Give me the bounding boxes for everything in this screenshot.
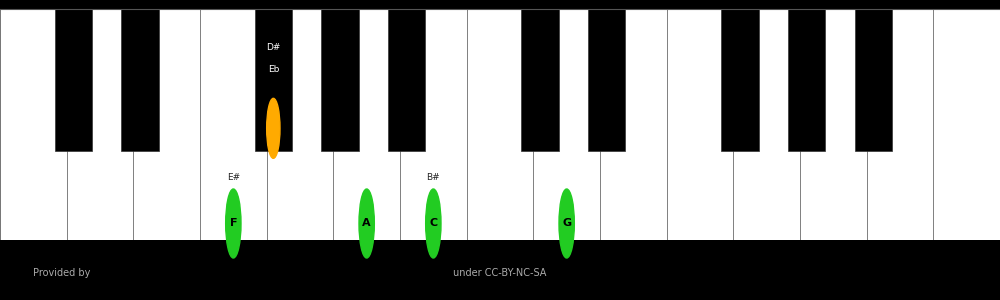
Text: D#: D# xyxy=(266,43,281,52)
Bar xyxy=(255,9,292,151)
Bar xyxy=(0,0,1000,9)
Text: E#: E# xyxy=(227,172,240,182)
Bar xyxy=(400,9,467,240)
Circle shape xyxy=(559,189,574,258)
Text: A: A xyxy=(362,218,371,229)
Text: B#: B# xyxy=(427,172,440,182)
Bar xyxy=(467,9,533,240)
Bar xyxy=(333,9,400,240)
Circle shape xyxy=(267,98,280,158)
Bar xyxy=(533,9,600,240)
Bar xyxy=(521,9,559,151)
Bar xyxy=(867,9,933,240)
Circle shape xyxy=(426,189,441,258)
Circle shape xyxy=(359,189,374,258)
Bar xyxy=(121,9,159,151)
Bar xyxy=(800,9,867,240)
Bar xyxy=(788,9,825,151)
Text: Provided by: Provided by xyxy=(33,268,91,278)
Text: C: C xyxy=(429,218,437,229)
Bar xyxy=(0,9,67,240)
Bar xyxy=(933,9,1000,240)
Bar xyxy=(588,9,625,151)
Circle shape xyxy=(226,189,241,258)
Text: G: G xyxy=(562,218,571,229)
Bar xyxy=(67,9,133,240)
Bar xyxy=(667,9,733,240)
Bar xyxy=(733,9,800,240)
Bar xyxy=(388,9,425,151)
Bar xyxy=(200,9,267,240)
Text: F: F xyxy=(230,218,237,229)
Bar xyxy=(600,9,667,240)
Bar xyxy=(321,9,359,151)
Text: under CC-BY-NC-SA: under CC-BY-NC-SA xyxy=(453,268,547,278)
Text: Eb: Eb xyxy=(268,65,279,74)
Bar xyxy=(721,9,759,151)
Bar xyxy=(133,9,200,240)
Bar xyxy=(55,9,92,151)
Bar xyxy=(0,240,1000,300)
Bar xyxy=(855,9,892,151)
Bar xyxy=(267,9,333,240)
